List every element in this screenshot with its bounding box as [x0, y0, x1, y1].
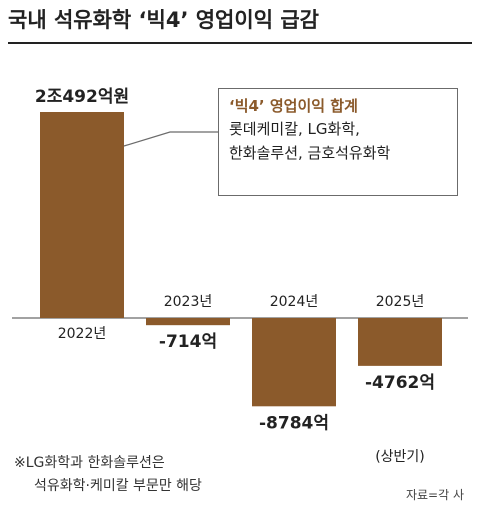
category-label: 2022년 — [58, 326, 107, 342]
bar — [358, 318, 442, 366]
callout-leader-line — [123, 131, 218, 147]
callout-line: 한화솔루션, 금호석유화학 — [229, 144, 391, 162]
bar — [40, 112, 124, 318]
category-label: 2024년 — [270, 294, 319, 310]
value-label: -4762억 — [365, 373, 435, 393]
source-label: 자료=각 사 — [405, 488, 464, 502]
callout-title: ‘빅4’ 영업이익 합계 — [229, 97, 358, 115]
footnote: ※LG화학과 한화솔루션은 석유화학·케미칼 부문만 해당 — [14, 452, 202, 498]
callout-box: ‘빅4’ 영업이익 합계 롯데케미칼, LG화학, 한화솔루션, 금호석유화학 — [218, 88, 458, 196]
footnote-line: ※LG화학과 한화솔루션은 — [14, 455, 165, 471]
category-label: 2025년 — [376, 294, 425, 310]
bar — [252, 318, 336, 407]
value-label: -8784억 — [259, 413, 329, 433]
value-label: 2조492억원 — [35, 87, 129, 107]
bar — [146, 318, 230, 326]
value-label: -714억 — [159, 332, 217, 352]
chart-title: 국내 석유화학 ‘빅4’ 영업이익 급감 — [8, 4, 472, 44]
callout-line: 롯데케미칼, LG화학, — [229, 120, 360, 138]
category-label: 2023년 — [164, 294, 213, 310]
partial-year-note: (상반기) — [375, 449, 425, 465]
footnote-line: 석유화학·케미칼 부문만 해당 — [34, 478, 202, 494]
